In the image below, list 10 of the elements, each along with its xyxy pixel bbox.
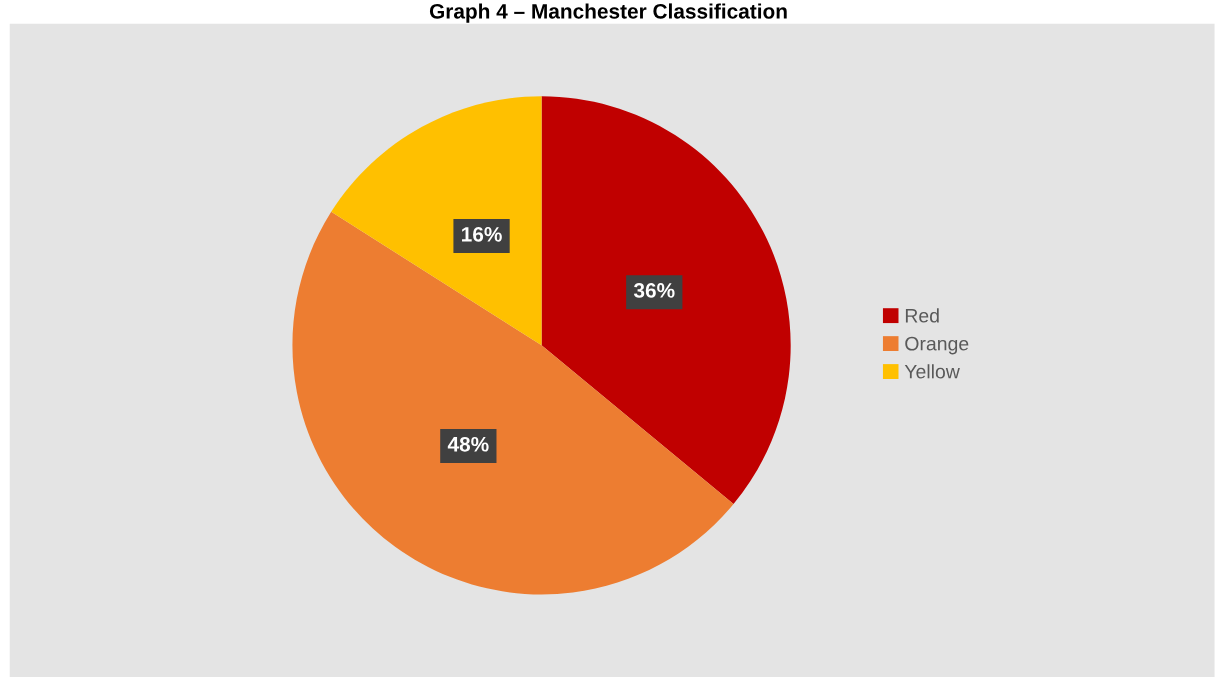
chart-title: Graph 4 – Manchester Classification — [429, 3, 787, 23]
legend-label: Orange — [905, 336, 969, 355]
legend-label: Yellow — [904, 364, 960, 379]
data-label: 36% — [633, 283, 675, 298]
pie-slice — [541, 96, 791, 505]
data-label: 16% — [462, 226, 502, 242]
pie-slice — [331, 96, 542, 346]
pie-slice — [292, 211, 734, 595]
legend-label: Red — [905, 308, 939, 323]
data-label: 48% — [447, 436, 489, 452]
